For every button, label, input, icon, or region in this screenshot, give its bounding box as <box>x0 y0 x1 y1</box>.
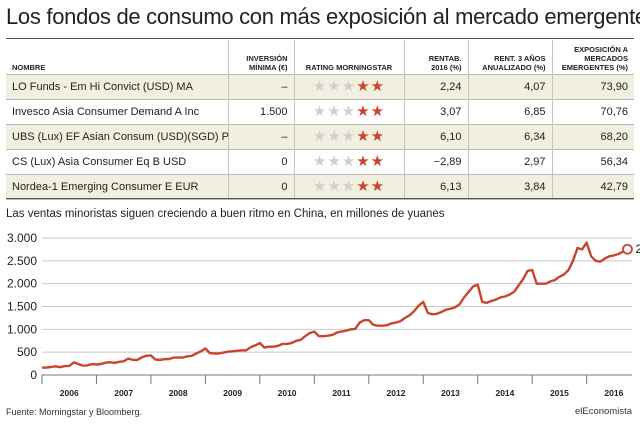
y-tick-label: 3.000 <box>7 231 37 245</box>
cell-return2016: 3,07 <box>404 99 469 125</box>
x-tick-label: 2006 <box>60 388 79 398</box>
star-empty-icon: ★ <box>312 78 328 95</box>
x-tick-label: 2007 <box>114 388 133 398</box>
star-empty-icon: ★ <box>341 178 357 195</box>
cell-investment: – <box>228 124 295 150</box>
star-empty-icon: ★ <box>312 128 328 145</box>
x-tick-label: 2014 <box>495 388 514 398</box>
cell-exposure: 70,76 <box>552 99 634 125</box>
chart-subtitle: Las ventas minoristas siguen creciendo a… <box>6 208 445 220</box>
y-tick-label: 2.500 <box>7 254 37 268</box>
col-header-return3y: RENT. 3 AÑOS ANUALIZADO (%) <box>468 40 553 75</box>
x-tick-label: 2012 <box>387 388 406 398</box>
cell-return3y: 2,97 <box>468 149 553 175</box>
cell-return2016: 6,13 <box>404 174 469 200</box>
cell-exposure: 56,34 <box>552 149 634 175</box>
brand-logo: elEconomista <box>574 406 632 417</box>
rating-stars: ★★★★★ <box>294 99 405 125</box>
star-empty-icon: ★ <box>327 78 342 95</box>
y-tick-label: 2.000 <box>7 277 37 291</box>
star-filled-icon: ★ <box>370 78 386 95</box>
star-filled-icon: ★ <box>356 78 371 95</box>
x-tick-label: 2010 <box>278 388 297 398</box>
cell-exposure: 68,20 <box>552 124 634 150</box>
cell-return3y: 6,85 <box>468 99 553 125</box>
star-empty-icon: ★ <box>327 103 342 120</box>
star-empty-icon: ★ <box>312 153 328 170</box>
star-filled-icon: ★ <box>356 153 371 170</box>
star-filled-icon: ★ <box>370 128 386 145</box>
y-tick-label: 1.000 <box>7 322 37 336</box>
retail-sales-chart: 3.000 2.500 2.000 1.500 1.000 500 0 2006 2007 200… <box>7 231 640 398</box>
star-empty-icon: ★ <box>327 178 342 195</box>
col-header-name: NOMBRE <box>6 40 229 75</box>
x-tick-label: 2009 <box>223 388 242 398</box>
series-line <box>41 241 629 369</box>
star-empty-icon: ★ <box>341 103 357 120</box>
star-empty-icon: ★ <box>312 178 328 195</box>
table-row: Invesco Asia Consumer Demand A Inc 1.500 ★… <box>6 99 634 125</box>
x-tick-label: 2008 <box>169 388 188 398</box>
star-filled-icon: ★ <box>356 178 371 195</box>
cell-name: LO Funds - Em Hi Convict (USD) MA <box>6 74 229 100</box>
star-filled-icon: ★ <box>356 128 371 145</box>
cell-name: Invesco Asia Consumer Demand A Inc <box>6 99 229 125</box>
cell-return2016: 2,24 <box>404 74 469 100</box>
page-title: Los fondos de consumo con más exposición… <box>6 4 640 29</box>
y-tick-label: 500 <box>17 345 37 359</box>
last-value-label: 2.754 <box>635 242 640 256</box>
x-tick-label: 2013 <box>441 388 460 398</box>
star-empty-icon: ★ <box>341 128 357 145</box>
y-tick-label: 1.500 <box>7 300 37 314</box>
table-header-row: NOMBRE INVERSIÓN MÍNIMA (€) RATING MORNI… <box>6 40 634 75</box>
rating-stars: ★★★★★ <box>294 124 405 150</box>
cell-investment: 0 <box>228 174 295 200</box>
cell-name: Nordea-1 Emerging Consumer E EUR <box>6 174 229 200</box>
star-empty-icon: ★ <box>327 128 342 145</box>
table-row: Nordea-1 Emerging Consumer E EUR 0 ★★★★★ 6,… <box>6 174 634 200</box>
y-tick-label: 0 <box>30 368 37 382</box>
cell-name: CS (Lux) Asia Consumer Eq B USD <box>6 149 229 175</box>
source-note: Fuente: Morningstar y Bloomberg. <box>6 407 143 417</box>
table-row: LO Funds - Em Hi Convict (USD) MA – ★★★★★ 2… <box>6 74 634 100</box>
section-divider <box>6 198 634 199</box>
rating-stars: ★★★★★ <box>294 149 405 175</box>
cell-return2016: −2,89 <box>404 149 469 175</box>
x-tick-label: 2015 <box>550 388 569 398</box>
cell-investment: 0 <box>228 149 295 175</box>
x-tick-label: 2011 <box>332 388 351 398</box>
cell-investment: 1.500 <box>228 99 295 125</box>
star-filled-icon: ★ <box>370 178 386 195</box>
col-header-investment: INVERSIÓN MÍNIMA (€) <box>228 40 295 75</box>
table-row: CS (Lux) Asia Consumer Eq B USD 0 ★★★★★ −2,… <box>6 149 634 175</box>
cell-return3y: 3,84 <box>468 174 553 200</box>
star-filled-icon: ★ <box>356 103 371 120</box>
star-empty-icon: ★ <box>341 78 357 95</box>
cell-return3y: 4,07 <box>468 74 553 100</box>
star-empty-icon: ★ <box>341 153 357 170</box>
star-filled-icon: ★ <box>370 103 386 120</box>
cell-exposure: 73,90 <box>552 74 634 100</box>
star-filled-icon: ★ <box>370 153 386 170</box>
star-empty-icon: ★ <box>327 153 342 170</box>
rating-stars: ★★★★★ <box>294 174 405 200</box>
col-header-rating: RATING MORNINGSTAR <box>294 40 405 75</box>
cell-name: UBS (Lux) EF Asian Consum (USD)(SGD) P <box>6 124 229 150</box>
star-empty-icon: ★ <box>312 103 328 120</box>
title-divider <box>6 38 634 39</box>
rating-stars: ★★★★★ <box>294 74 405 100</box>
cell-return2016: 6,10 <box>404 124 469 150</box>
x-tick-label: 2016 <box>604 388 623 398</box>
last-point-marker <box>622 243 633 255</box>
funds-table: NOMBRE INVERSIÓN MÍNIMA (€) RATING MORNI… <box>6 40 634 200</box>
col-header-return2016: RENTAB. 2016 (%) <box>404 40 469 75</box>
cell-investment: – <box>228 74 295 100</box>
col-header-exposure: EXPOSICIÓN A MERCADOS EMERGENTES (%) <box>561 45 628 72</box>
table-row: UBS (Lux) EF Asian Consum (USD)(SGD) P – ★… <box>6 124 634 150</box>
cell-exposure: 42,79 <box>552 174 634 200</box>
cell-return3y: 6,34 <box>468 124 553 150</box>
